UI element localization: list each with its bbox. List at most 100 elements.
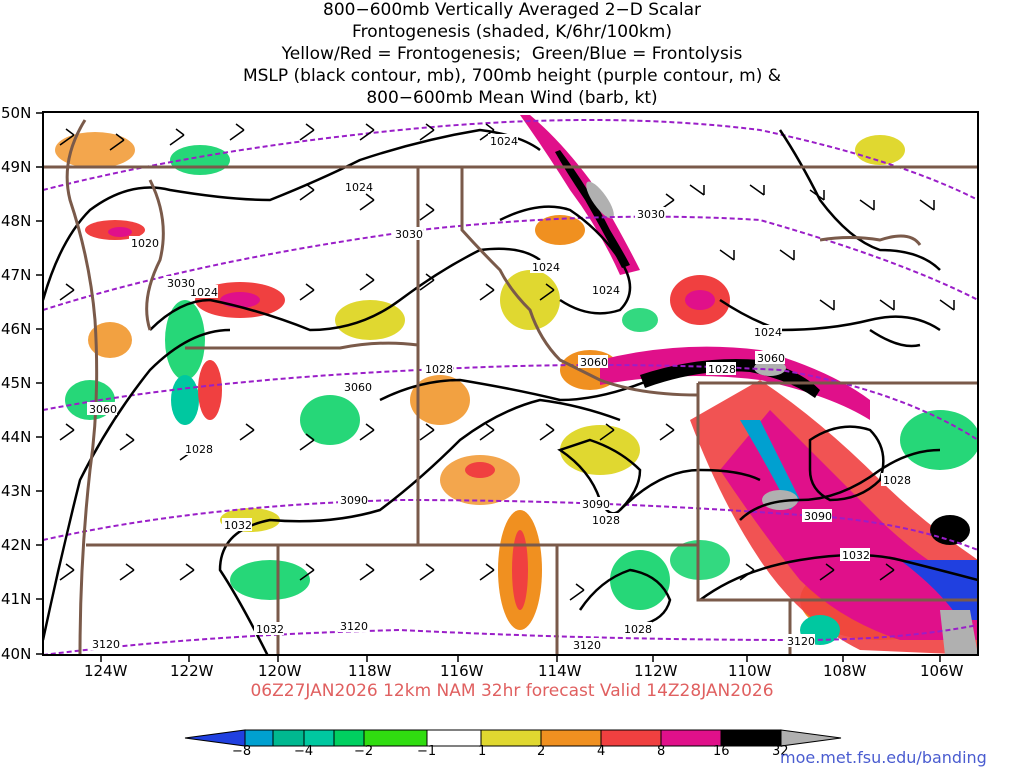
map-field: 1024 1024 1020 1024 1024 1024 1024 1028 … — [43, 115, 978, 655]
colorbar-bin — [600, 729, 662, 747]
colorbar-label: −8 — [232, 744, 252, 759]
svg-text:3120: 3120 — [573, 639, 601, 652]
svg-text:3120: 3120 — [92, 638, 120, 651]
lon-label: 120W — [258, 662, 302, 680]
lon-label: 124W — [84, 662, 128, 680]
colorbar-arrow-right — [780, 729, 842, 747]
colorbar-label: 16 — [713, 744, 730, 759]
forecast-valid-subtitle: 06Z27JAN2026 12km NAM 32hr forecast Vali… — [250, 681, 774, 701]
title-line-4: MSLP (black contour, mb), 700mb height (… — [242, 66, 782, 86]
lon-label: 106W — [920, 662, 964, 680]
svg-text:1024: 1024 — [490, 135, 518, 148]
mslp-label: 1032 — [254, 622, 284, 636]
colorbar — [184, 729, 842, 747]
colorbar-bin — [540, 729, 602, 747]
mslp-label: 1024 — [530, 260, 560, 274]
svg-text:3030: 3030 — [395, 228, 423, 241]
lat-label: 44N — [1, 428, 32, 446]
height-contours — [43, 119, 978, 655]
title-line-1: 800−600mb Vertically Averaged 2−D Scalar — [323, 0, 701, 20]
colorbar-label: 8 — [657, 744, 666, 759]
svg-text:3060: 3060 — [89, 403, 117, 416]
mslp-label: 1024 — [752, 325, 782, 339]
lat-label: 41N — [1, 590, 32, 608]
height-label: 3030 — [635, 207, 665, 221]
colorbar-bin — [660, 729, 722, 747]
mslp-label: 1024 — [488, 134, 518, 148]
mslp-label: 1024 — [343, 180, 373, 194]
svg-text:1028: 1028 — [425, 363, 453, 376]
mslp-label: 1028 — [622, 622, 652, 636]
mslp-label: 1024 — [590, 283, 620, 297]
svg-text:3090: 3090 — [804, 510, 832, 523]
svg-text:1028: 1028 — [624, 623, 652, 636]
svg-text:1032: 1032 — [224, 519, 252, 532]
height-label: 3060 — [87, 402, 117, 416]
svg-text:1024: 1024 — [532, 261, 560, 274]
height-label: 3030 — [165, 276, 195, 290]
height-label: 3120 — [785, 634, 815, 648]
frontogenesis-shading — [55, 115, 978, 655]
svg-text:1024: 1024 — [190, 286, 218, 299]
svg-text:1028: 1028 — [883, 474, 911, 487]
lat-label: 46N — [1, 320, 32, 338]
svg-text:1024: 1024 — [754, 326, 782, 339]
height-contour-3120 — [43, 624, 978, 655]
colorbar-bin — [480, 729, 542, 747]
svg-text:3060: 3060 — [580, 356, 608, 369]
title-line-2: Frontogenesis (shaded, K/6hr/100km) — [352, 22, 672, 42]
svg-text:1028: 1028 — [185, 443, 213, 456]
lat-label: 45N — [1, 374, 32, 392]
lon-label: 112W — [634, 662, 678, 680]
lon-label: 116W — [440, 662, 484, 680]
svg-text:3030: 3030 — [167, 277, 195, 290]
height-label: 3120 — [571, 638, 601, 652]
lon-ticks — [100, 655, 941, 662]
mslp-label: 1028 — [183, 442, 213, 456]
credit-url: moe.met.fsu.edu/banding — [780, 748, 987, 767]
mslp-label: 1028 — [881, 473, 911, 487]
mslp-label: 1020 — [129, 236, 159, 250]
mslp-label: 1028 — [423, 362, 453, 376]
mslp-label: 1028 — [706, 362, 736, 376]
colorbar-label: 1 — [478, 744, 487, 759]
mslp-label: 1032 — [222, 518, 252, 532]
svg-text:3060: 3060 — [757, 352, 785, 365]
height-contour-3060 — [43, 215, 978, 311]
height-label: 3120 — [338, 619, 368, 633]
svg-text:1024: 1024 — [592, 284, 620, 297]
svg-text:1032: 1032 — [842, 549, 870, 562]
height-label: 3090 — [802, 509, 832, 523]
lon-label: 110W — [728, 662, 772, 680]
svg-text:1024: 1024 — [345, 181, 373, 194]
lon-label: 108W — [823, 662, 867, 680]
colorbar-label: −2 — [354, 744, 374, 759]
svg-text:3120: 3120 — [787, 635, 815, 648]
height-contour-3060b — [43, 364, 978, 441]
colorbar-label: 4 — [597, 744, 606, 759]
svg-text:3120: 3120 — [340, 620, 368, 633]
lon-label: 114W — [538, 662, 582, 680]
height-label: 3090 — [580, 497, 610, 511]
svg-text:3090: 3090 — [340, 494, 368, 507]
height-label: 3120 — [90, 637, 120, 651]
svg-text:1028: 1028 — [592, 514, 620, 527]
frontolysis-shading — [622, 308, 840, 645]
mslp-label: 1032 — [840, 548, 870, 562]
lat-label: 40N — [1, 645, 32, 663]
state-borders — [43, 119, 978, 655]
mslp-label: 1028 — [590, 513, 620, 527]
colorbar-label: −1 — [417, 744, 437, 759]
svg-text:3030: 3030 — [637, 208, 665, 221]
lat-ticks — [36, 112, 43, 655]
lat-label: 48N — [1, 212, 32, 230]
svg-text:1028: 1028 — [708, 363, 736, 376]
lat-label: 49N — [1, 158, 32, 176]
colorbar-label: 32 — [772, 744, 789, 759]
lon-label: 118W — [348, 662, 392, 680]
height-label: 3060 — [578, 355, 608, 369]
lat-label: 47N — [1, 266, 32, 284]
svg-text:1032: 1032 — [256, 623, 284, 636]
height-label: 3090 — [338, 493, 368, 507]
